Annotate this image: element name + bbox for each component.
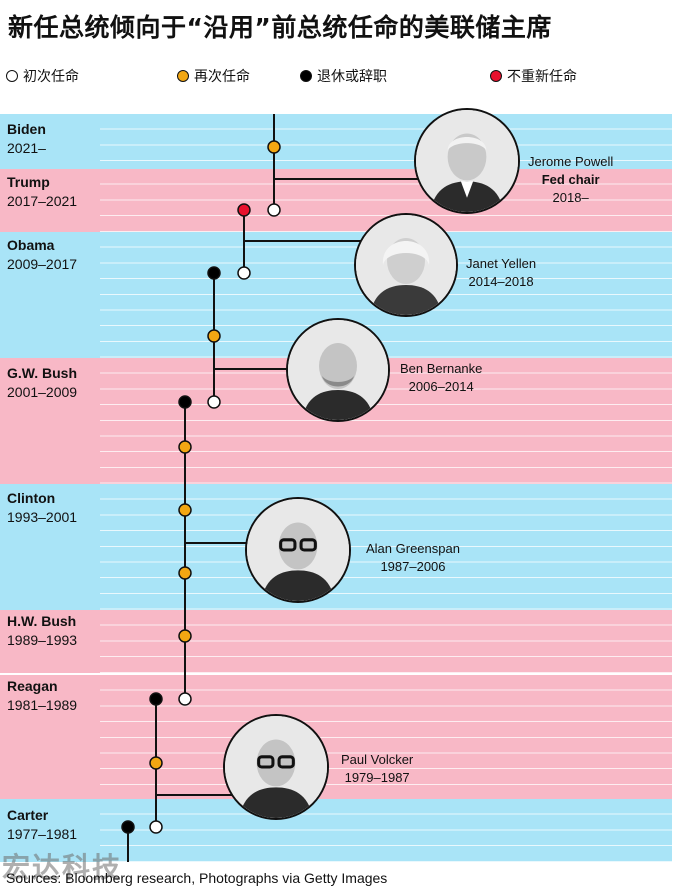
greenspan-reappointed-dot-1996	[178, 566, 192, 580]
chair-name: Jerome Powell	[528, 154, 614, 169]
carter-chair-retired-dot	[121, 820, 135, 834]
band-reagan	[0, 673, 672, 799]
president-years: 2017–2021	[7, 193, 78, 209]
president-name: Clinton	[7, 490, 56, 506]
legend-item-retired: 退休或辞职	[300, 66, 387, 86]
legend-item-initial: 初次任命	[6, 66, 79, 86]
president-carter: Carter 1977–1981	[7, 806, 77, 844]
chair-term: 2006–2014	[408, 379, 474, 394]
volcker-retired-dot	[149, 692, 163, 706]
chair-label-bernanke: Ben Bernanke 2006–2014	[400, 360, 482, 396]
president-name: H.W. Bush	[7, 613, 77, 629]
president-gwbush: G.W. Bush 2001–2009	[7, 364, 77, 402]
chair-term: 2014–2018	[468, 274, 534, 289]
greenspan-initial-dot	[178, 692, 192, 706]
chair-label-volcker: Paul Volcker 1979–1987	[341, 751, 413, 787]
president-name: Trump	[7, 174, 50, 190]
president-biden: Biden 2021–	[7, 120, 46, 158]
president-name: Obama	[7, 237, 55, 253]
portrait-icon	[416, 110, 518, 212]
band-hwbush	[0, 610, 672, 673]
president-years: 1981–1989	[7, 697, 78, 713]
president-years: 1993–2001	[7, 509, 78, 525]
president-years: 1989–1993	[7, 632, 78, 648]
president-reagan: Reagan 1981–1989	[7, 677, 77, 715]
president-name: G.W. Bush	[7, 365, 77, 381]
watermark: 宏达科技	[2, 851, 123, 884]
bernanke-initial-dot	[207, 395, 221, 409]
greenspan-reappointed-dot-2004	[178, 440, 192, 454]
greenspan-reappointed-dot-1991	[178, 629, 192, 643]
chair-term: 1987–2006	[380, 559, 446, 574]
legend-item-not-reappointed: 不重新任命	[490, 66, 577, 86]
president-trump: Trump 2017–2021	[7, 173, 77, 211]
president-name: Reagan	[7, 678, 58, 694]
president-years: 1977–1981	[7, 826, 78, 842]
greenspan-photo	[245, 497, 351, 603]
volcker-reappointed-dot	[149, 756, 163, 770]
legend-label: 再次任命	[194, 69, 250, 85]
president-years: 2001–2009	[7, 384, 78, 400]
president-obama: Obama 2009–2017	[7, 236, 77, 274]
president-name: Biden	[7, 121, 46, 137]
chair-term: 1979–1987	[344, 770, 410, 785]
greenspan-retired-dot	[178, 395, 192, 409]
chair-label-powell: Jerome Powell Fed chair 2018–	[528, 153, 613, 207]
band-clinton	[0, 484, 672, 610]
legend-label: 退休或辞职	[317, 69, 387, 85]
volcker-initial-dot	[149, 820, 163, 834]
powell-reappointed-dot	[267, 140, 281, 154]
bernanke-retired-dot	[207, 266, 221, 280]
not-reappointed-dot-icon	[490, 70, 502, 82]
chair-label-yellen: Janet Yellen 2014–2018	[466, 255, 536, 291]
yellen-not-reappointed-dot	[237, 203, 251, 217]
chair-label-greenspan: Alan Greenspan 1987–2006	[366, 540, 460, 576]
legend-item-reappointed: 再次任命	[177, 66, 250, 86]
yellen-initial-dot	[237, 266, 251, 280]
president-years: 2021–	[7, 140, 46, 156]
president-hwbush: H.W. Bush 1989–1993	[7, 612, 77, 650]
legend: 初次任命 再次任命 退休或辞职 不重新任命	[0, 66, 678, 88]
president-clinton: Clinton 1993–2001	[7, 489, 77, 527]
greenspan-reappointed-dot-2000	[178, 503, 192, 517]
source-note: Sources: Bloomberg research, Photographs…	[6, 870, 388, 886]
initial-appointment-dot-icon	[6, 70, 18, 82]
retired-dot-icon	[300, 70, 312, 82]
bernanke-photo	[286, 318, 390, 422]
powell-photo	[414, 108, 520, 214]
powell-initial-dot	[267, 203, 281, 217]
yellen-photo	[354, 213, 458, 317]
president-years: 2009–2017	[7, 256, 78, 272]
reappointment-dot-icon	[177, 70, 189, 82]
portrait-icon	[225, 716, 327, 818]
chair-name: Janet Yellen	[466, 256, 537, 271]
president-name: Carter	[7, 807, 49, 823]
chair-term: 2018–	[552, 190, 589, 205]
page-title: 新任总统倾向于“沿用”前总统任命的美联储主席	[8, 13, 552, 42]
portrait-icon	[247, 499, 349, 601]
band-carter	[0, 799, 672, 862]
chair-name: Alan Greenspan	[366, 541, 460, 556]
chair-role: Fed chair	[541, 172, 600, 187]
chair-name: Paul Volcker	[341, 752, 414, 767]
chair-name: Ben Bernanke	[400, 361, 483, 376]
band-biden	[0, 114, 672, 169]
portrait-icon	[288, 320, 388, 420]
legend-label: 不重新任命	[507, 69, 577, 85]
bernanke-reappointed-dot	[207, 329, 221, 343]
legend-label: 初次任命	[23, 69, 79, 85]
portrait-icon	[356, 215, 456, 315]
volcker-photo	[223, 714, 329, 820]
